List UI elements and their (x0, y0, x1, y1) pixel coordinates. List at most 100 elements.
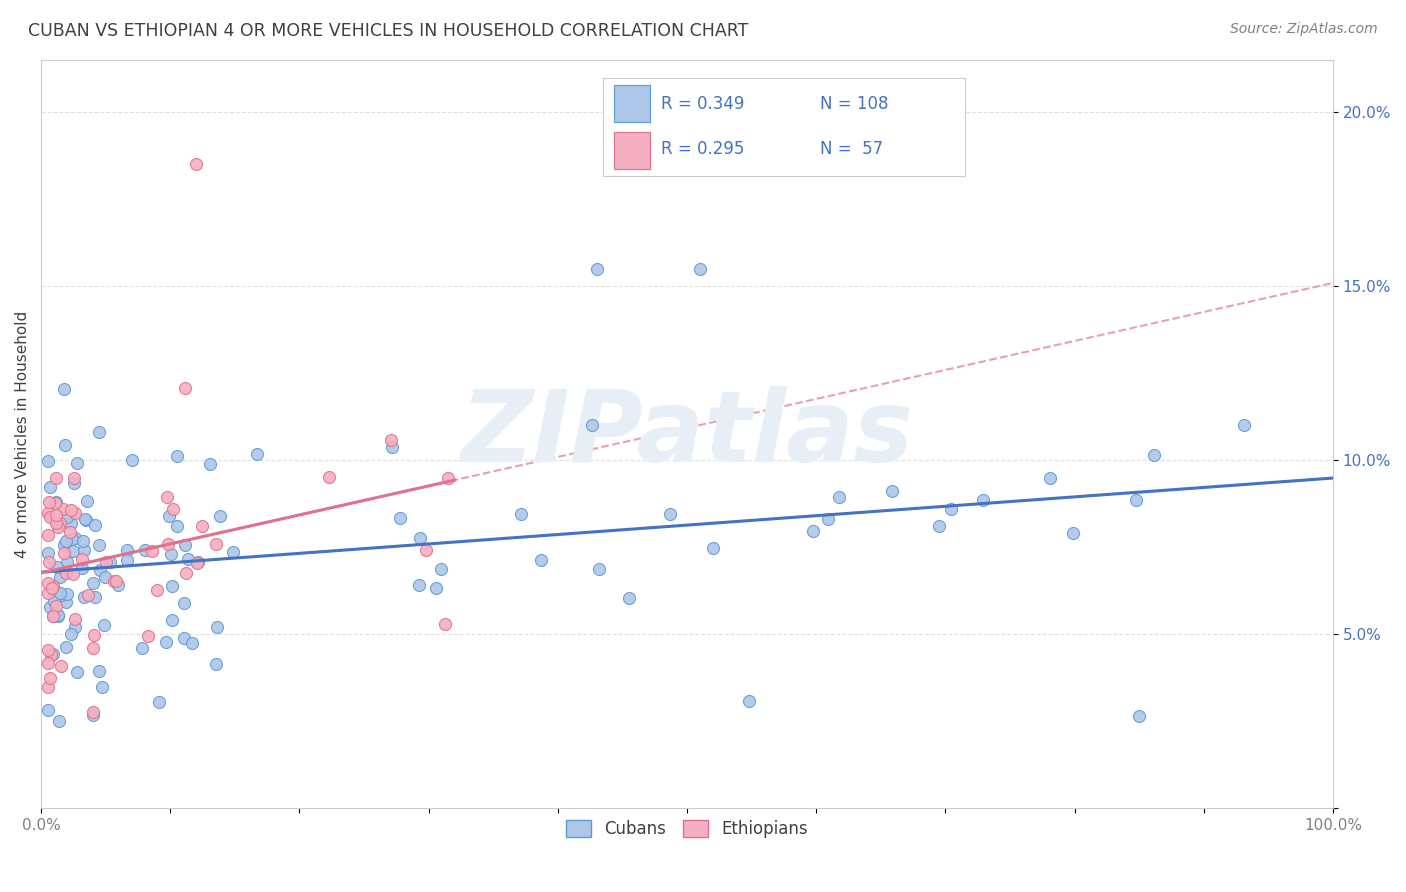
Point (49, 658, 72, 673)
Text: ZIPatlas: ZIPatlas (460, 385, 914, 483)
Point (134, 543, 156, 558)
Point (166, 449, 188, 463)
Point (66, 665, 89, 679)
Legend: Cubans, Ethiopians: Cubans, Ethiopians (560, 814, 814, 845)
Point (93, 618, 115, 632)
Point (38, 480, 60, 494)
Point (510, 508, 533, 522)
Point (45, 599, 67, 614)
Point (82, 576, 104, 591)
Point (1039, 470, 1062, 484)
Point (82, 641, 104, 656)
Point (38, 494, 60, 508)
Point (689, 261, 711, 276)
Point (581, 417, 603, 432)
Point (145, 583, 167, 598)
Point (176, 566, 198, 581)
Point (37, 703, 59, 717)
Point (174, 537, 197, 551)
Point (42, 647, 65, 661)
Point (51, 502, 73, 516)
Point (75, 512, 97, 526)
Y-axis label: 4 or more Vehicles in Household: 4 or more Vehicles in Household (15, 310, 30, 558)
Point (52, 545, 75, 559)
Point (437, 471, 460, 485)
Point (941, 502, 963, 516)
Point (434, 616, 457, 631)
Point (115, 552, 138, 566)
Point (66, 456, 89, 470)
Point (55, 533, 77, 548)
Point (658, 507, 681, 521)
Point (107, 577, 129, 591)
Point (702, 541, 724, 556)
Point (41, 608, 63, 623)
Point (55, 595, 77, 609)
Point (205, 537, 228, 551)
Point (388, 511, 411, 525)
Point (63, 612, 86, 626)
Point (318, 469, 340, 483)
Point (408, 577, 430, 591)
Point (160, 614, 183, 628)
Point (1128, 709, 1150, 723)
Point (55, 640, 77, 654)
Point (176, 552, 198, 566)
Point (972, 492, 994, 507)
Point (190, 519, 212, 533)
Point (55, 566, 77, 580)
Point (59, 626, 82, 640)
Point (83, 517, 105, 532)
Point (159, 547, 181, 561)
Point (148, 695, 170, 709)
Point (136, 629, 159, 643)
Point (83, 628, 105, 642)
Point (37, 586, 59, 600)
Point (415, 542, 437, 557)
Point (45, 560, 67, 574)
Point (181, 636, 204, 650)
Point (87, 425, 110, 439)
Point (817, 511, 839, 525)
Point (45, 471, 67, 485)
Point (880, 483, 903, 498)
Point (44, 594, 66, 608)
Point (1125, 493, 1147, 508)
Point (103, 574, 125, 588)
Point (166, 519, 188, 533)
Point (37, 506, 59, 520)
Point (42, 608, 65, 623)
Point (49, 570, 72, 584)
Point (160, 579, 183, 593)
Point (425, 581, 447, 595)
Point (173, 381, 195, 395)
Point (162, 502, 184, 516)
Point (141, 543, 163, 558)
Point (156, 490, 179, 504)
Point (60, 532, 83, 546)
Point (45, 508, 67, 523)
Point (205, 620, 228, 634)
Point (62, 544, 84, 558)
Point (801, 524, 824, 538)
Text: Source: ZipAtlas.com: Source: ZipAtlas.com (1230, 22, 1378, 37)
Point (93, 570, 115, 584)
Point (37, 642, 59, 657)
Point (75, 512, 97, 526)
Point (37, 546, 59, 560)
Point (89, 563, 111, 577)
Point (381, 440, 404, 454)
Point (76, 493, 98, 508)
Point (105, 574, 128, 588)
Point (37, 454, 59, 468)
Point (173, 632, 195, 646)
Point (1143, 448, 1166, 462)
Point (72, 533, 94, 548)
Point (408, 532, 430, 546)
Point (157, 537, 180, 551)
Point (59, 516, 82, 531)
Point (155, 635, 177, 649)
Point (87, 538, 110, 552)
Point (828, 490, 851, 504)
Point (38, 509, 60, 524)
